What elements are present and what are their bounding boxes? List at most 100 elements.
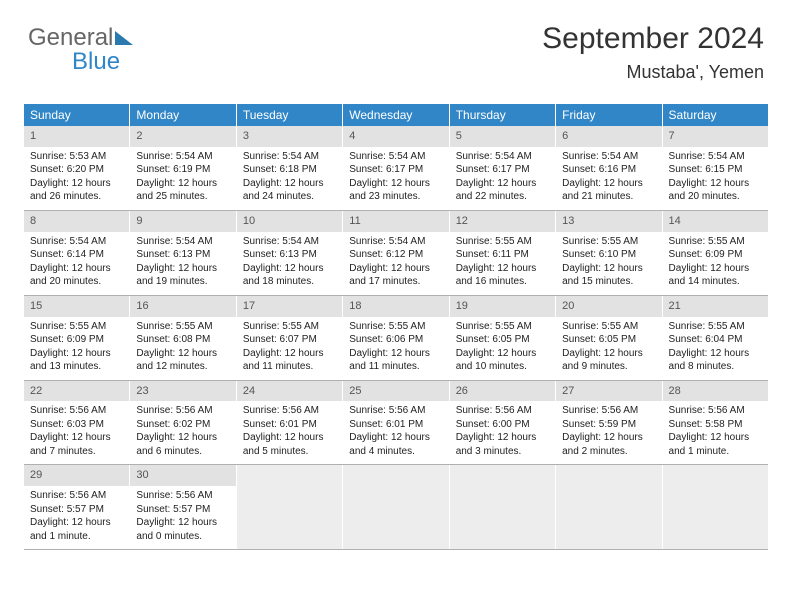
sunrise-text: Sunrise: 5:54 AM xyxy=(456,150,549,164)
daylight-text: Daylight: 12 hours and 11 minutes. xyxy=(349,347,442,374)
day-number: 26 xyxy=(450,381,555,402)
day-info: Sunrise: 5:54 AMSunset: 6:13 PMDaylight:… xyxy=(130,232,235,295)
sunrise-text: Sunrise: 5:54 AM xyxy=(243,150,336,164)
sunrise-text: Sunrise: 5:56 AM xyxy=(349,404,442,418)
day-info: Sunrise: 5:56 AMSunset: 6:02 PMDaylight:… xyxy=(130,401,235,464)
sunset-text: Sunset: 6:01 PM xyxy=(349,418,442,432)
day-number: 4 xyxy=(343,126,448,147)
day-info: Sunrise: 5:56 AMSunset: 6:01 PMDaylight:… xyxy=(237,401,342,464)
day-info: Sunrise: 5:55 AMSunset: 6:09 PMDaylight:… xyxy=(663,232,768,295)
day-info: Sunrise: 5:56 AMSunset: 6:00 PMDaylight:… xyxy=(450,401,555,464)
day-number: 11 xyxy=(343,211,448,232)
sunset-text: Sunset: 5:58 PM xyxy=(669,418,762,432)
sunset-text: Sunset: 6:01 PM xyxy=(243,418,336,432)
header: September 2024 Mustaba', Yemen xyxy=(542,22,764,83)
day-cell: 11Sunrise: 5:54 AMSunset: 6:12 PMDayligh… xyxy=(343,211,449,295)
day-cell: 3Sunrise: 5:54 AMSunset: 6:18 PMDaylight… xyxy=(237,126,343,210)
week-row: 15Sunrise: 5:55 AMSunset: 6:09 PMDayligh… xyxy=(24,296,768,381)
day-cell: 16Sunrise: 5:55 AMSunset: 6:08 PMDayligh… xyxy=(130,296,236,380)
daylight-text: Daylight: 12 hours and 23 minutes. xyxy=(349,177,442,204)
daylight-text: Daylight: 12 hours and 2 minutes. xyxy=(562,431,655,458)
day-number: 6 xyxy=(556,126,661,147)
dow-friday: Friday xyxy=(556,104,662,126)
sunset-text: Sunset: 6:12 PM xyxy=(349,248,442,262)
daylight-text: Daylight: 12 hours and 1 minute. xyxy=(30,516,123,543)
day-cell: 25Sunrise: 5:56 AMSunset: 6:01 PMDayligh… xyxy=(343,381,449,465)
day-number: 29 xyxy=(24,465,129,486)
day-cell: 6Sunrise: 5:54 AMSunset: 6:16 PMDaylight… xyxy=(556,126,662,210)
sunrise-text: Sunrise: 5:55 AM xyxy=(30,320,123,334)
day-cell: 18Sunrise: 5:55 AMSunset: 6:06 PMDayligh… xyxy=(343,296,449,380)
day-number: 9 xyxy=(130,211,235,232)
day-cell: 8Sunrise: 5:54 AMSunset: 6:14 PMDaylight… xyxy=(24,211,130,295)
daylight-text: Daylight: 12 hours and 10 minutes. xyxy=(456,347,549,374)
sunrise-text: Sunrise: 5:55 AM xyxy=(456,320,549,334)
sunset-text: Sunset: 6:09 PM xyxy=(669,248,762,262)
day-number: 23 xyxy=(130,381,235,402)
logo-word-2: Blue xyxy=(72,48,133,76)
daylight-text: Daylight: 12 hours and 17 minutes. xyxy=(349,262,442,289)
day-number: 24 xyxy=(237,381,342,402)
sunset-text: Sunset: 6:09 PM xyxy=(30,333,123,347)
day-number: 18 xyxy=(343,296,448,317)
daylight-text: Daylight: 12 hours and 13 minutes. xyxy=(30,347,123,374)
week-row: 22 Sunrise: 5:56 AM Sunset: 6:03 PM Dayligh… xyxy=(24,381,768,466)
sunset-text: Sunset: 6:10 PM xyxy=(562,248,655,262)
sunset-text: Sunset: 6:11 PM xyxy=(456,248,549,262)
sunrise-text: Sunrise: 5:54 AM xyxy=(136,150,229,164)
sunrise-text: Sunrise: 5:55 AM xyxy=(136,320,229,334)
sunset-text: Sunset: 6:18 PM xyxy=(243,163,336,177)
sunrise-text: Sunrise: 5:55 AM xyxy=(562,320,655,334)
day-info: Sunrise: 5:55 AMSunset: 6:11 PMDaylight:… xyxy=(450,232,555,295)
day-cell: 19Sunrise: 5:55 AMSunset: 6:05 PMDayligh… xyxy=(450,296,556,380)
sunset-text: Sunset: 6:17 PM xyxy=(349,163,442,177)
sunset-text: Sunset: 6:15 PM xyxy=(669,163,762,177)
day-number: 22 xyxy=(24,381,129,402)
day-info: Sunrise: 5:55 AMSunset: 6:05 PMDaylight:… xyxy=(556,317,661,380)
day-cell: 10Sunrise: 5:54 AMSunset: 6:13 PMDayligh… xyxy=(237,211,343,295)
sunset-text: Sunset: 5:59 PM xyxy=(562,418,655,432)
daylight-text: Daylight: 12 hours and 1 minute. xyxy=(669,431,762,458)
daylight-text: Daylight: 12 hours and 0 minutes. xyxy=(136,516,229,543)
sunset-text: Sunset: 6:08 PM xyxy=(136,333,229,347)
day-cell: 30Sunrise: 5:56 AMSunset: 5:57 PMDayligh… xyxy=(130,465,236,549)
empty-cell: . xyxy=(663,465,768,549)
day-number: 12 xyxy=(450,211,555,232)
sunset-text: Sunset: 6:20 PM xyxy=(30,163,123,177)
dow-wednesday: Wednesday xyxy=(343,104,449,126)
daylight-text: Daylight: 12 hours and 15 minutes. xyxy=(562,262,655,289)
sunset-text: Sunset: 5:57 PM xyxy=(136,503,229,517)
day-info: Sunrise: 5:56 AMSunset: 5:59 PMDaylight:… xyxy=(556,401,661,464)
dow-thursday: Thursday xyxy=(450,104,556,126)
day-cell: 17Sunrise: 5:55 AMSunset: 6:07 PMDayligh… xyxy=(237,296,343,380)
sunset-text: Sunset: 5:57 PM xyxy=(30,503,123,517)
day-info: Sunrise: 5:54 AMSunset: 6:14 PMDaylight:… xyxy=(24,232,129,295)
week-row: 8Sunrise: 5:54 AMSunset: 6:14 PMDaylight… xyxy=(24,211,768,296)
sunset-text: Sunset: 6:04 PM xyxy=(669,333,762,347)
day-info: Sunrise: 5:55 AMSunset: 6:06 PMDaylight:… xyxy=(343,317,448,380)
sunset-text: Sunset: 6:05 PM xyxy=(456,333,549,347)
sunrise-text: Sunrise: 5:53 AM xyxy=(30,150,123,164)
sunrise-text: Sunrise: 5:55 AM xyxy=(562,235,655,249)
daylight-text: Daylight: 12 hours and 5 minutes. xyxy=(243,431,336,458)
day-info: Sunrise: 5:55 AMSunset: 6:07 PMDaylight:… xyxy=(237,317,342,380)
day-cell: 22Sunrise: 5:56 AMSunset: 6:03 PMDayligh… xyxy=(24,381,130,465)
day-cell: 1Sunrise: 5:53 AMSunset: 6:20 PMDaylight… xyxy=(24,126,130,210)
day-cell: 29Sunrise: 5:56 AMSunset: 5:57 PMDayligh… xyxy=(24,465,130,549)
day-info: Sunrise: 5:55 AMSunset: 6:04 PMDaylight:… xyxy=(663,317,768,380)
sunrise-text: Sunrise: 5:55 AM xyxy=(456,235,549,249)
dow-sunday: Sunday xyxy=(24,104,130,126)
sunrise-text: Sunrise: 5:54 AM xyxy=(30,235,123,249)
daylight-text: Daylight: 12 hours and 24 minutes. xyxy=(243,177,336,204)
sunrise-text: Sunrise: 5:54 AM xyxy=(349,235,442,249)
daylight-text: Daylight: 12 hours and 6 minutes. xyxy=(136,431,229,458)
day-info: Sunrise: 5:54 AMSunset: 6:12 PMDaylight:… xyxy=(343,232,448,295)
sunrise-text: Sunrise: 5:54 AM xyxy=(562,150,655,164)
sunset-text: Sunset: 6:03 PM xyxy=(30,418,123,432)
day-number: 16 xyxy=(130,296,235,317)
location-name: Mustaba', Yemen xyxy=(542,62,764,83)
sunrise-text: Sunrise: 5:54 AM xyxy=(243,235,336,249)
daylight-text: Daylight: 12 hours and 3 minutes. xyxy=(456,431,549,458)
month-title: September 2024 xyxy=(542,22,764,56)
daylight-text: Daylight: 12 hours and 22 minutes. xyxy=(456,177,549,204)
